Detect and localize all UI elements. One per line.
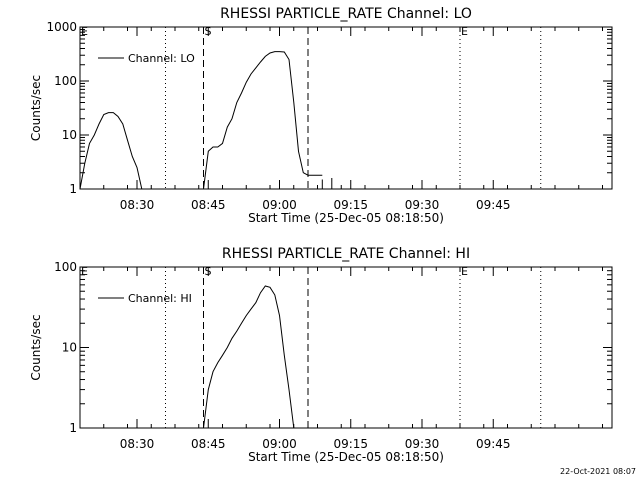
panel1-x-tick-label: 09:45: [476, 198, 511, 212]
panel2-event-label: E: [81, 265, 88, 278]
panel1-x-tick-label: 08:45: [191, 198, 226, 212]
panel2-title: RHESSI PARTICLE_RATE Channel: HI: [222, 246, 470, 262]
panel2-y-axis-label: Counts/sec: [29, 314, 43, 380]
panel1-y-axis-label: Counts/sec: [29, 75, 43, 141]
panel2-event-label: S: [205, 265, 212, 278]
footer-timestamp: 22-Oct-2021 08:07: [560, 467, 636, 476]
panel2-x-tick-label: 09:15: [333, 437, 368, 451]
panel1-y-tick-label: 100: [54, 74, 77, 88]
panel1-x-tick-label: 09:30: [405, 198, 440, 212]
panel1-event-label: E: [461, 25, 468, 38]
panel2-x-tick-label: 08:30: [120, 437, 155, 451]
panel1-x-axis-label: Start Time (25-Dec-05 08:18:50): [248, 211, 444, 225]
panel2-y-tick-label: 100: [54, 260, 77, 274]
panel2-series-line: [203, 285, 295, 429]
panel1-event-label: E: [81, 25, 88, 38]
panel2-legend-label: Channel: HI: [128, 292, 192, 305]
panel2-y-tick-label: 1: [69, 421, 77, 435]
panel1-series-line: [79, 112, 143, 190]
panel1-x-tick-label: 08:30: [120, 198, 155, 212]
panel1-legend-label: Channel: LO: [128, 52, 195, 65]
panel1-y-tick-label: 1: [69, 182, 77, 196]
panel2-x-tick-label: 09:45: [476, 437, 511, 451]
panel1-series-line: [203, 51, 323, 190]
panel2-x-tick-label: 09:00: [262, 437, 297, 451]
panel1-y-tick-label: 10: [62, 128, 77, 142]
panel1-event-label: S: [205, 25, 212, 38]
panel2-x-tick-label: 08:45: [191, 437, 226, 451]
panel1-x-tick-label: 09:00: [262, 198, 297, 212]
panel1-title: RHESSI PARTICLE_RATE Channel: LO: [220, 6, 472, 22]
panel2-x-axis-label: Start Time (25-Dec-05 08:18:50): [248, 450, 444, 464]
panel1-y-tick-label: 1000: [46, 20, 77, 34]
panel2-x-tick-label: 09:30: [405, 437, 440, 451]
panel2-event-label: E: [461, 265, 468, 278]
panel1-x-tick-label: 09:15: [333, 198, 368, 212]
panel1-plot-frame: [79, 26, 613, 190]
panel2-y-tick-label: 10: [62, 341, 77, 355]
